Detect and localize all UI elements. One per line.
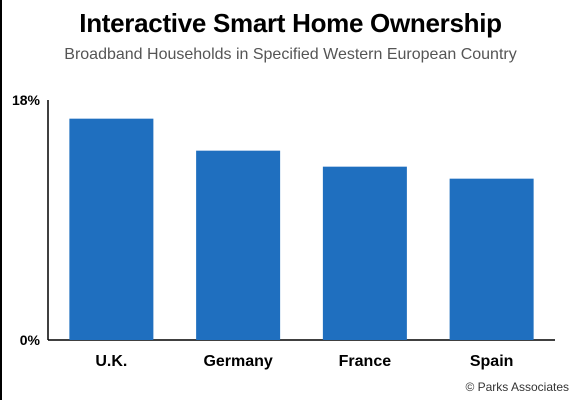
bar [69,118,154,341]
chart-subtitle: Broadband Households in Specified Wester… [64,46,517,63]
bar [196,150,281,340]
y-tick-label: 0% [20,332,41,348]
chart-title: Interactive Smart Home Ownership [79,8,502,38]
x-tick-label: Spain [470,353,514,370]
x-tick-label: France [339,353,392,370]
y-tick-label: 18% [12,92,41,108]
bar [322,166,407,340]
x-tick-label: Germany [203,353,272,370]
copyright-credit: © Parks Associates [465,380,569,394]
x-tick-label: U.K. [95,353,127,370]
left-border [0,0,2,400]
bar [449,178,534,340]
